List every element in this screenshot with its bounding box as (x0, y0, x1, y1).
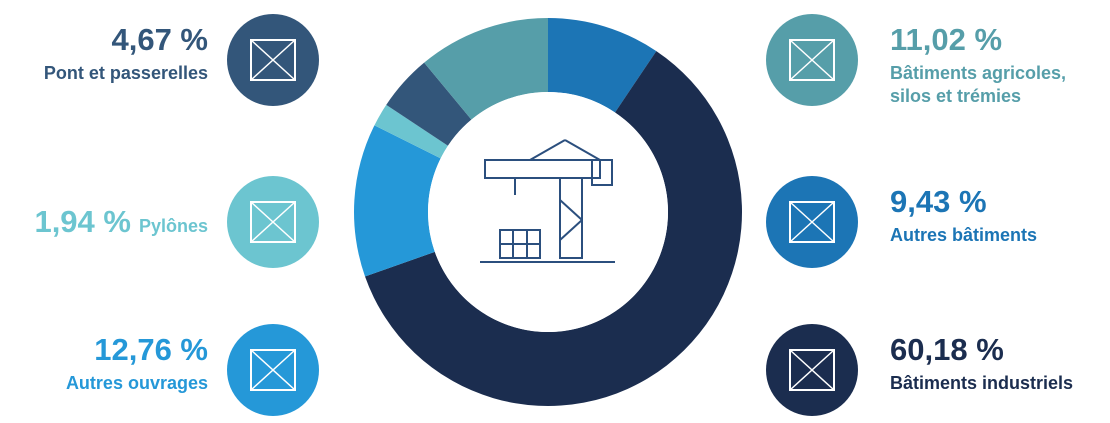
slice (374, 104, 448, 159)
legend-entry: 4,67 % Pont et passerelles (44, 22, 208, 85)
value-label: 1,94 % (34, 204, 131, 239)
icon (250, 201, 296, 243)
icon (250, 349, 296, 391)
legend-entry: 12,76 % Autres ouvrages (66, 332, 208, 395)
category-label: Autres ouvrages (65, 373, 208, 393)
value-label: 60,18 % (890, 332, 1004, 367)
legend-entry: 9,43 % Autres bâtiments (890, 184, 1105, 247)
donut-hole (428, 92, 668, 332)
value-label: 9,43 % (890, 184, 987, 219)
icon (250, 39, 296, 81)
icon (250, 349, 296, 391)
value-label: 4,67 % (111, 22, 208, 57)
value-label: 12,76 % (94, 332, 208, 367)
icon (789, 349, 835, 391)
crane-icon (480, 139, 615, 263)
legend-entry: 1,94 % Pylônes (34, 204, 208, 240)
icon (250, 201, 296, 243)
icon (789, 349, 835, 391)
slice (365, 51, 743, 407)
slice (548, 18, 657, 113)
slice (424, 18, 548, 120)
icon (250, 39, 296, 81)
slice (386, 62, 472, 146)
category-label: Bâtiments industriels (890, 373, 1074, 393)
category-label: Bâtiments agricoles, silos et trémies (890, 63, 1067, 106)
value-label: 11,02 % (890, 22, 1003, 57)
legend-entry: 60,18 % Bâtiments industriels (890, 332, 1105, 395)
icon (789, 39, 835, 81)
icon (789, 201, 835, 243)
category-label: Pylônes (138, 216, 208, 236)
icon (789, 201, 835, 243)
category-label: Pont et passerelles (43, 63, 208, 83)
slice (354, 125, 441, 277)
icon (789, 39, 835, 81)
legend-entry: 11,02 % Bâtiments agricoles, silos et tré… (890, 22, 1105, 108)
category-label: Autres bâtiments (890, 225, 1038, 245)
